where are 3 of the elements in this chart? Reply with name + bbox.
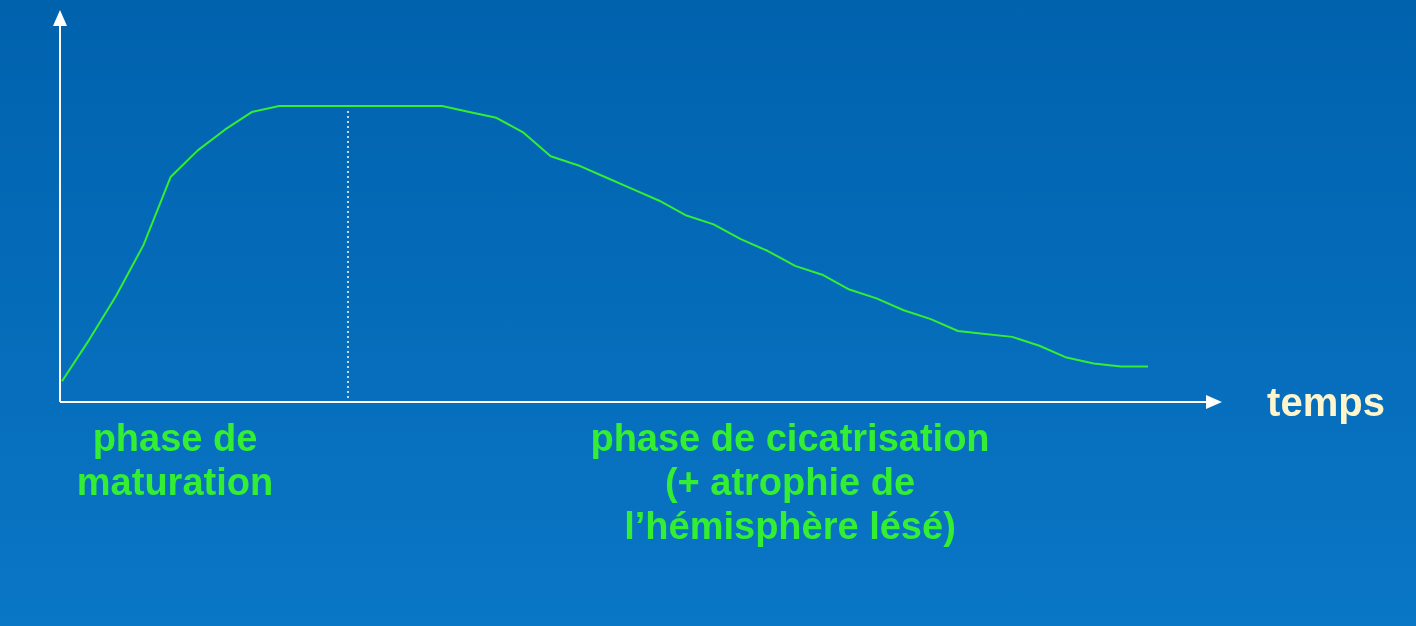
text: phase de maturation [75, 416, 275, 504]
text: phase de cicatrisation (+ atrophie de l’hémisphère lésé) [590, 416, 990, 548]
x-axis-title: temps [1266, 380, 1386, 425]
